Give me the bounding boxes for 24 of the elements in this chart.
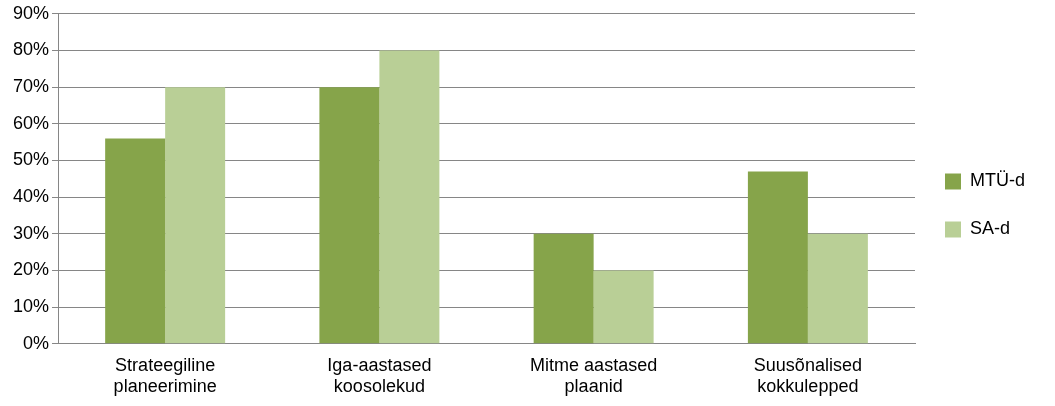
x-tick-label: Suusõnalised kokkulepped [753, 354, 862, 397]
legend-label: MTÜ-d [970, 170, 1026, 191]
bar [593, 270, 654, 344]
y-tick-label: 60% [13, 112, 50, 133]
bar [319, 87, 380, 344]
bar [747, 171, 808, 344]
y-tick-label: 50% [13, 149, 50, 170]
y-tick-label: 80% [13, 39, 50, 60]
legend-label: SA-d [970, 218, 1011, 239]
bar [165, 87, 226, 344]
y-tick-label: 10% [13, 296, 50, 317]
bar [379, 50, 440, 344]
y-tick-label: 0% [23, 332, 50, 353]
bar [105, 138, 166, 344]
bar [533, 233, 594, 344]
y-tick-label: 70% [13, 76, 50, 97]
y-tick-label: 40% [13, 186, 50, 207]
bar [807, 233, 868, 344]
y-tick-label: 20% [13, 259, 50, 280]
x-tick-label: Iga-aastased koosolekud [327, 354, 432, 397]
x-tick-label: Strateegiline planeerimine [113, 354, 217, 397]
y-tick-label: 90% [13, 2, 50, 23]
y-tick-label: 30% [13, 222, 50, 243]
x-tick-label: Mitme aastased plaanid [530, 354, 658, 397]
